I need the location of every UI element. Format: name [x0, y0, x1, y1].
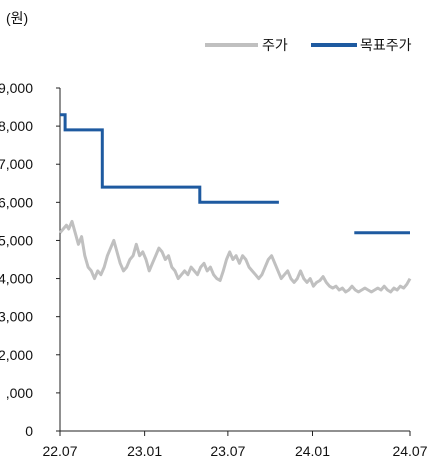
y-tick-label: 5,000: [0, 232, 33, 248]
target-price-series-line: [60, 113, 279, 204]
legend-label-price: 주가: [262, 37, 288, 53]
x-tick-label: 23.01: [127, 443, 162, 459]
series-layer: [58, 113, 412, 294]
x-tick-label: 23.07: [210, 443, 245, 459]
y-tick-label: 9,000: [0, 80, 33, 96]
axes: 0 ,000 2,000 3,000 4,000 5,000 6,000 7,000 8,000…: [0, 80, 428, 459]
y-tick-label: 6,000: [0, 194, 33, 210]
y-tick-label: ,000: [6, 385, 33, 401]
y-tick-label: 2,000: [0, 347, 33, 363]
legend-label-target: 목표주가: [360, 37, 412, 53]
y-axis-unit-label: (원): [6, 10, 29, 26]
y-tick-label: 4,000: [0, 271, 33, 287]
price-series-line: [58, 219, 412, 294]
y-tick-label: 3,000: [0, 309, 33, 325]
x-tick-label: 24.01: [295, 443, 330, 459]
x-tick-label: 22.07: [42, 443, 77, 459]
x-tick-label: 24.07: [392, 443, 427, 459]
y-tick-label: 7,000: [0, 156, 33, 172]
y-tick-label: 8,000: [0, 118, 33, 134]
legend: 주가 목표주가: [205, 37, 412, 53]
y-tick-label: 0: [25, 423, 33, 439]
